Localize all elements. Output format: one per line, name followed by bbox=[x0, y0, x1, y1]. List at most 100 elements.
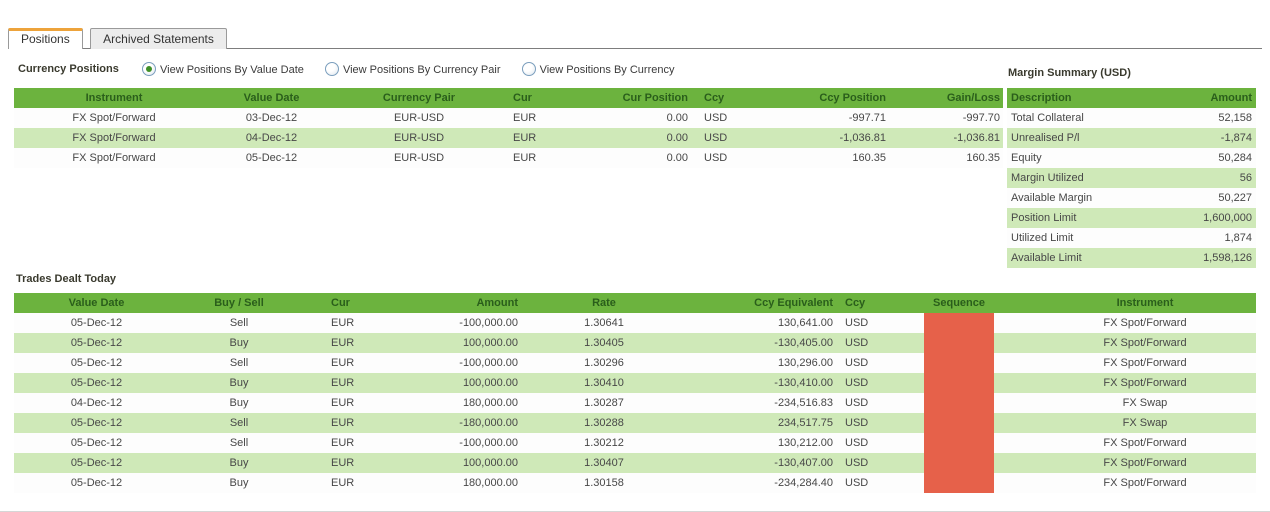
table-cell: EUR bbox=[331, 457, 355, 469]
trades-header-row: Value Date Buy / Sell Cur Amount Rate Ccy Equ… bbox=[14, 293, 1256, 313]
table-cell bbox=[884, 473, 1034, 493]
table-cell: Equity bbox=[1011, 152, 1042, 164]
trades-dealt-today-table: Value Date Buy / Sell Cur Amount Rate Ccy Equ… bbox=[14, 293, 1256, 493]
tabbar-divider bbox=[8, 48, 1262, 49]
table-cell: Sell bbox=[229, 417, 249, 429]
table-cell: 1,600,000 bbox=[1203, 212, 1252, 224]
table-cell: Buy bbox=[229, 377, 249, 389]
table-cell: 1.30288 bbox=[584, 417, 624, 429]
table-cell: Position Limit bbox=[1011, 212, 1077, 224]
tab-archived-statements[interactable]: Archived Statements bbox=[90, 28, 227, 49]
table-row: Equity 50,284 bbox=[1007, 148, 1256, 168]
radio-view-by-currency[interactable]: View Positions By Currency bbox=[521, 62, 675, 76]
table-cell: EUR bbox=[513, 132, 537, 144]
radio-label: View Positions By Currency bbox=[539, 64, 675, 76]
table-cell: -234,516.83 bbox=[774, 397, 833, 409]
table-cell: -130,405.00 bbox=[774, 337, 833, 349]
table-cell: FX Spot/Forward bbox=[1103, 457, 1187, 469]
radio-button-icon bbox=[324, 62, 339, 76]
table-cell: 0.00 bbox=[666, 112, 688, 124]
table-cell: -997.71 bbox=[848, 112, 886, 124]
table-cell: EUR bbox=[331, 397, 355, 409]
table-cell: EUR bbox=[331, 377, 355, 389]
table-cell bbox=[884, 433, 1034, 453]
table-cell: USD bbox=[704, 132, 728, 144]
table-cell: EUR bbox=[513, 112, 537, 124]
table-row: Available Margin 50,227 bbox=[1007, 188, 1256, 208]
column-header: Ccy Position bbox=[774, 88, 888, 108]
radio-view-by-value-date[interactable]: View Positions By Value Date bbox=[142, 62, 304, 76]
margin-summary-table: Description Amount Total Collateral 52,158… bbox=[1007, 88, 1256, 268]
table-cell: FX Spot/Forward bbox=[1103, 357, 1187, 369]
column-header: Sequence bbox=[884, 293, 1034, 313]
column-header: Rate bbox=[524, 293, 684, 313]
table-cell: 1,874 bbox=[1224, 232, 1252, 244]
table-cell bbox=[884, 453, 1034, 473]
table-cell: 05-Dec-12 bbox=[70, 377, 123, 389]
table-cell bbox=[884, 333, 1034, 353]
table-cell: USD bbox=[845, 397, 869, 409]
table-cell: Available Margin bbox=[1011, 192, 1093, 204]
table-cell: 56 bbox=[1239, 172, 1252, 184]
column-header: Amount bbox=[389, 293, 524, 313]
table-cell: 1.30296 bbox=[584, 357, 624, 369]
radio-view-by-currency-pair[interactable]: View Positions By Currency Pair bbox=[324, 62, 501, 76]
table-cell: EUR bbox=[331, 437, 355, 449]
positions-header-row: Instrument Value Date Currency Pair Cur Cur … bbox=[14, 88, 1003, 108]
sequence-redaction bbox=[924, 413, 994, 433]
table-cell: 100,000.00 bbox=[462, 377, 518, 389]
column-header: Gain/Loss bbox=[888, 88, 1003, 108]
radio-label: View Positions By Value Date bbox=[160, 64, 304, 76]
table-cell: Buy bbox=[229, 397, 249, 409]
table-cell: Sell bbox=[229, 317, 249, 329]
table-cell: 05-Dec-12 bbox=[70, 317, 123, 329]
table-cell: USD bbox=[845, 377, 869, 389]
table-cell: USD bbox=[845, 457, 869, 469]
table-cell bbox=[884, 413, 1034, 433]
table-cell: 05-Dec-12 bbox=[70, 457, 123, 469]
table-cell: -180,000.00 bbox=[459, 417, 518, 429]
sequence-redaction bbox=[924, 373, 994, 393]
margin-header-row: Description Amount bbox=[1007, 88, 1256, 108]
table-cell: EUR bbox=[331, 357, 355, 369]
table-row: Total Collateral 52,158 bbox=[1007, 108, 1256, 128]
table-row: 05-Dec-12 Buy EUR 180,000.00 1.30158 -234,284… bbox=[14, 473, 1256, 493]
column-header: Cur Position bbox=[594, 88, 690, 108]
table-cell: EUR-USD bbox=[393, 112, 445, 124]
table-row: 05-Dec-12 Buy EUR 100,000.00 1.30405 -130,405… bbox=[14, 333, 1256, 353]
margin-summary-title: Margin Summary (USD) bbox=[1008, 67, 1131, 79]
table-row: Position Limit 1,600,000 bbox=[1007, 208, 1256, 228]
table-cell: 52,158 bbox=[1218, 112, 1252, 124]
table-cell: FX Spot/Forward bbox=[72, 152, 156, 164]
table-cell: -234,284.40 bbox=[774, 477, 833, 489]
table-cell: 50,227 bbox=[1218, 192, 1252, 204]
table-cell: EUR-USD bbox=[393, 152, 445, 164]
column-header: Description bbox=[1007, 88, 1157, 108]
table-cell: 130,641.00 bbox=[777, 317, 833, 329]
table-cell: EUR bbox=[513, 152, 537, 164]
sequence-redaction bbox=[924, 313, 994, 333]
column-header: Ccy Equivalent bbox=[684, 293, 839, 313]
tab-positions[interactable]: Positions bbox=[8, 28, 83, 49]
sequence-redaction bbox=[924, 353, 994, 373]
sequence-redaction bbox=[924, 473, 994, 493]
sequence-redaction bbox=[924, 333, 994, 353]
table-cell: -130,407.00 bbox=[774, 457, 833, 469]
table-cell: Buy bbox=[229, 457, 249, 469]
table-cell: Sell bbox=[229, 437, 249, 449]
table-cell: FX Spot/Forward bbox=[1103, 437, 1187, 449]
table-cell: 1.30158 bbox=[584, 477, 624, 489]
column-header: Instrument bbox=[1034, 293, 1256, 313]
table-cell: Sell bbox=[229, 357, 249, 369]
table-cell: USD bbox=[704, 112, 728, 124]
table-cell: Total Collateral bbox=[1011, 112, 1084, 124]
table-cell: 05-Dec-12 bbox=[70, 437, 123, 449]
table-cell: FX Swap bbox=[1122, 417, 1168, 429]
table-cell: FX Spot/Forward bbox=[1103, 337, 1187, 349]
table-cell: 1.30212 bbox=[584, 437, 624, 449]
table-row: FX Spot/Forward 04-Dec-12 EUR-USD EUR 0.00 US… bbox=[14, 128, 1003, 148]
table-cell: 04-Dec-12 bbox=[70, 397, 123, 409]
table-cell: 160.35 bbox=[852, 152, 886, 164]
table-row: 04-Dec-12 Buy EUR 180,000.00 1.30287 -234,516… bbox=[14, 393, 1256, 413]
